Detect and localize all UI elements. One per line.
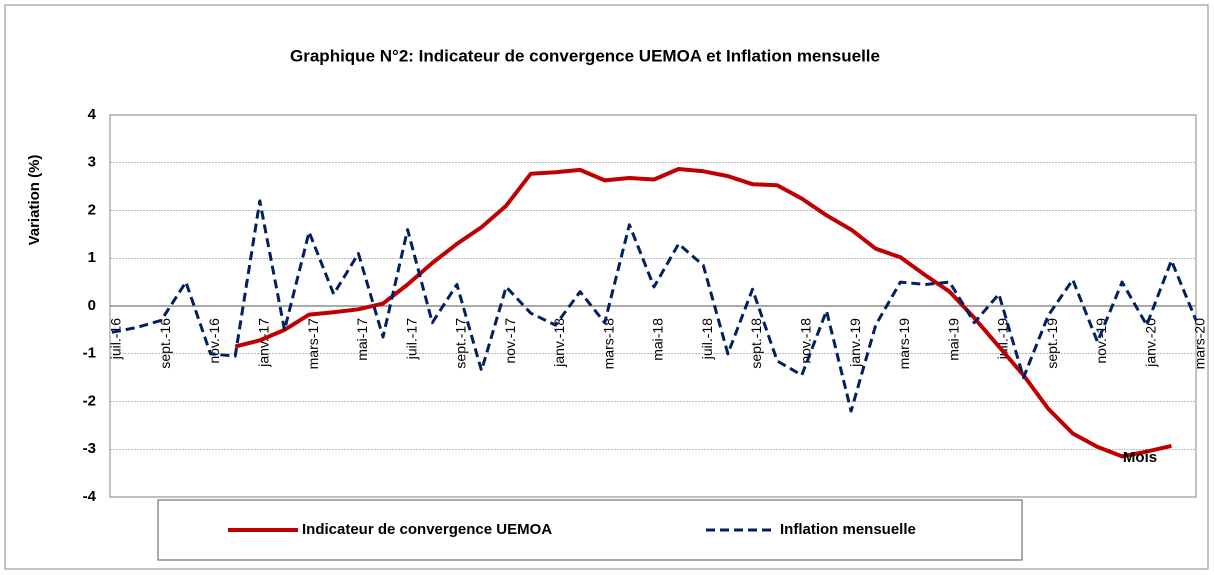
x-tick-label: sept.-18 [748, 318, 764, 369]
x-tick-label: mars-18 [600, 318, 616, 370]
x-tick-label: sept.-17 [453, 318, 469, 369]
x-tick-label: nov.-19 [1093, 318, 1109, 364]
series-line [111, 199, 1198, 413]
legend-label: Indicateur de convergence UEMOA [302, 521, 552, 538]
x-tick-label: mars-17 [305, 318, 321, 370]
chart-title: Graphique N°2: Indicateur de convergence… [290, 46, 880, 65]
x-tick-label: janv.-17 [256, 318, 272, 368]
x-tick-label: sept.-16 [157, 318, 173, 369]
x-tick-label: mars-20 [1192, 318, 1208, 370]
y-tick-label: 2 [88, 201, 96, 218]
y-tick-label: 1 [88, 249, 96, 266]
x-tick-label: janv.-19 [847, 318, 863, 368]
x-tick-label: mai-18 [650, 318, 666, 361]
y-tick-label: 4 [88, 106, 97, 123]
y-tick-label: -3 [83, 440, 96, 457]
x-tick-label: juil.-19 [995, 318, 1011, 360]
y-tick-label: 0 [88, 297, 96, 314]
x-tick-label: janv.-20 [1142, 318, 1158, 368]
y-tick-label: 3 [88, 154, 96, 171]
x-tick-label: nov.-18 [798, 318, 814, 364]
legend-label: Inflation mensuelle [780, 521, 916, 538]
y-tick-label: -2 [83, 392, 96, 409]
x-tick-label: mai-17 [354, 318, 370, 361]
x-tick-label: mai-19 [945, 318, 961, 361]
y-axis-label: Variation (%) [26, 155, 43, 246]
x-tick-label: juil.-18 [699, 318, 715, 360]
x-tick-label: juil.-17 [403, 318, 419, 360]
y-tick-label: -4 [83, 488, 97, 505]
x-tick-label: juil.-16 [108, 318, 124, 360]
x-tick-label: nov.-16 [206, 318, 222, 364]
x-tick-label: sept.-19 [1044, 318, 1060, 369]
x-tick-label: nov.-17 [502, 318, 518, 364]
y-tick-label: -1 [83, 345, 96, 362]
chart-border [4, 4, 1209, 570]
legend-box [157, 499, 1023, 561]
x-axis-label: Mois [1123, 449, 1157, 466]
x-tick-label: janv.-18 [551, 318, 567, 368]
x-tick-label: mars-19 [896, 318, 912, 370]
